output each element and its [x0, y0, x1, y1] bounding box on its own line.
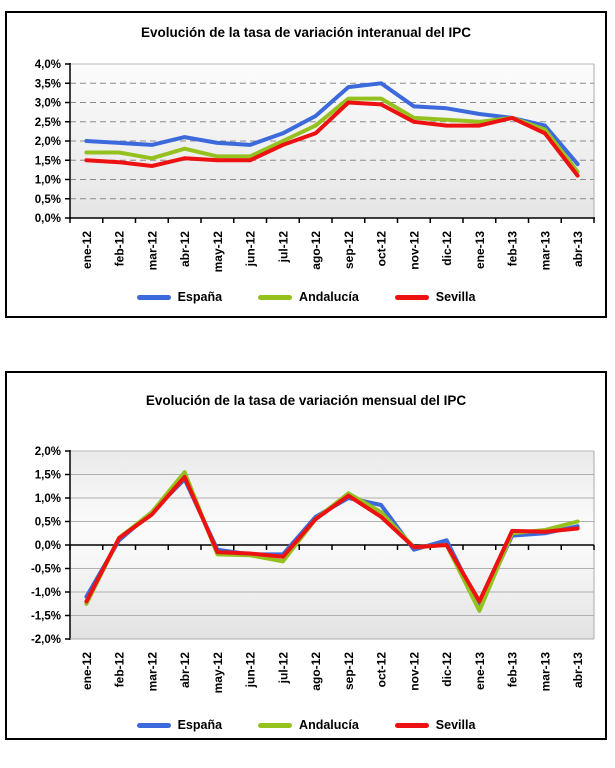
y-tick-label: -2,0%	[31, 634, 61, 646]
y-tick-label: 1,5%	[35, 470, 61, 482]
x-tick-label: dic-12	[440, 231, 454, 266]
x-tick-label: sep-12	[342, 652, 356, 690]
x-tick-label: feb-12	[113, 652, 127, 688]
axes	[65, 63, 595, 223]
y-tick-label: 2,0%	[35, 446, 61, 458]
legend-item-sevilla: Sevilla	[394, 718, 476, 732]
x-tick-label: may-12	[211, 652, 225, 694]
x-tick-label: ene-12	[80, 652, 94, 690]
legend-line-swatch	[136, 294, 171, 300]
y-axis-labels: 2,0% 1,5% 1,0% 0,5% 0,0% -0,5% -1,0% -1,5% -2,0%	[31, 446, 61, 646]
legend-label: España	[177, 718, 223, 732]
y-tick-label: 0,0%	[35, 540, 61, 552]
y-tick-label: 4,0%	[35, 59, 61, 71]
legend-label: Sevilla	[435, 290, 476, 304]
legend-line-swatch	[136, 722, 171, 728]
x-tick-label: ago-12	[309, 652, 323, 691]
x-tick-label: dic-12	[440, 652, 454, 687]
x-tick-label: mar-12	[145, 652, 159, 692]
x-tick-label: jul-12	[276, 652, 290, 685]
legend-item-andalucía: Andalucía	[258, 290, 359, 304]
mensual-chart-title: Evolución de la tasa de variación mensua…	[145, 393, 467, 408]
x-tick-label: mar-13	[538, 231, 552, 271]
y-tick-label: 0,5%	[35, 517, 61, 529]
x-tick-label: abr-13	[571, 231, 585, 267]
y-tick-label: 3,0%	[35, 98, 61, 110]
interanual-chart-plot: 4,0% 3,5% 3,0% 2,5% 2,0% 1,5% 1,0% 0,5% 0,0% ene-…	[35, 59, 595, 273]
x-tick-label: feb-13	[506, 231, 520, 267]
x-axis-labels: ene-12 feb-12 mar-12 abr-12 may-12 jun-12 jul-…	[80, 652, 585, 694]
mensual-chart: Evolución de la tasa de variación mensua…	[5, 371, 607, 740]
y-tick-label: 1,0%	[35, 175, 61, 187]
x-tick-label: oct-12	[375, 652, 389, 688]
y-tick-label: -1,5%	[31, 611, 61, 623]
x-tick-label: feb-12	[113, 231, 127, 267]
y-axis-labels: 4,0% 3,5% 3,0% 2,5% 2,0% 1,5% 1,0% 0,5% 0,0%	[35, 59, 61, 225]
legend-label: Andalucía	[299, 290, 359, 304]
x-tick-label: feb-13	[506, 652, 520, 688]
x-tick-label: nov-12	[407, 231, 421, 270]
y-tick-label: 3,5%	[35, 78, 61, 90]
interanual-chart-title: Evolución de la tasa de variación intera…	[140, 25, 472, 40]
x-tick-label: ene-13	[473, 231, 487, 269]
mensual-chart-plot: 2,0% 1,5% 1,0% 0,5% 0,0% -0,5% -1,0% -1,5% -2,0%…	[31, 446, 595, 694]
y-tick-label: 1,5%	[35, 155, 61, 167]
legend-label: Andalucía	[299, 718, 359, 732]
x-tick-label: abr-13	[571, 652, 585, 688]
legend-item-españa: España	[136, 718, 223, 732]
series-line-sevilla	[84, 100, 580, 178]
legend-item-andalucía: Andalucía	[258, 718, 359, 732]
x-tick-label: jun-12	[244, 231, 258, 268]
x-tick-label: jul-12	[276, 231, 290, 264]
y-tick-label: 2,0%	[35, 136, 61, 148]
y-tick-label: 2,5%	[35, 117, 61, 129]
series-line-españa	[84, 81, 580, 167]
x-tick-label: ene-13	[473, 652, 487, 690]
x-tick-label: oct-12	[375, 231, 389, 267]
legend-line-swatch	[394, 294, 429, 300]
interanual-chart-legend: España Andalucía Sevilla	[136, 287, 476, 307]
legend-item-sevilla: Sevilla	[394, 290, 476, 304]
legend-line-swatch	[258, 294, 293, 300]
x-tick-label: ene-12	[80, 231, 94, 269]
x-tick-label: may-12	[211, 231, 225, 273]
x-tick-label: abr-12	[178, 231, 192, 267]
x-tick-label: sep-12	[342, 231, 356, 269]
x-tick-label: abr-12	[178, 652, 192, 688]
x-tick-label: nov-12	[407, 652, 421, 691]
y-tick-label: 1,0%	[35, 493, 61, 505]
interanual-chart: Evolución de la tasa de variación intera…	[5, 11, 607, 318]
series-line-sevilla	[84, 474, 580, 604]
mensual-chart-legend: España Andalucía Sevilla	[136, 715, 476, 735]
legend-label: Sevilla	[435, 718, 476, 732]
y-tick-label: 0,5%	[35, 194, 61, 206]
x-axis-labels: ene-12 feb-12 mar-12 abr-12 may-12 jun-12 jul-…	[80, 231, 585, 273]
legend-line-swatch	[394, 722, 429, 728]
legend-line-swatch	[258, 722, 293, 728]
y-tick-label: -1,0%	[31, 587, 61, 599]
y-tick-label: -0,5%	[31, 564, 61, 576]
x-tick-label: mar-13	[538, 652, 552, 692]
y-tick-label: 0,0%	[35, 213, 61, 225]
legend-label: España	[177, 290, 223, 304]
gridlines	[70, 450, 594, 616]
x-tick-label: jun-12	[244, 652, 258, 689]
legend-item-españa: España	[136, 290, 223, 304]
x-tick-label: mar-12	[145, 231, 159, 271]
x-tick-label: ago-12	[309, 231, 323, 270]
